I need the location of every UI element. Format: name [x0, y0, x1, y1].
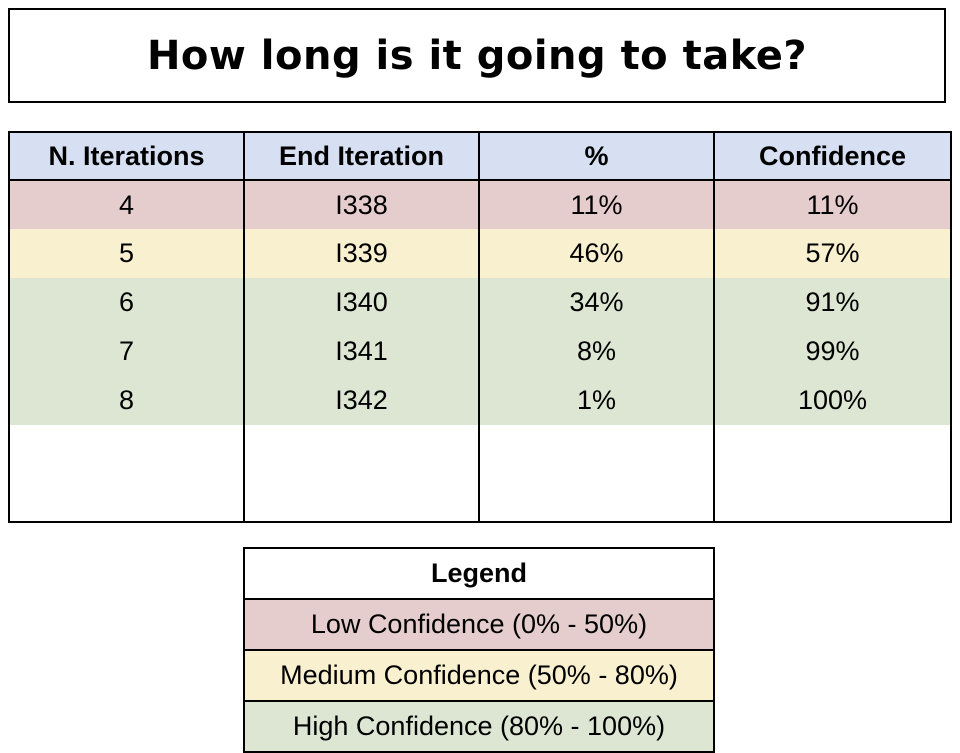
table-row: 4 I338 11% 11%: [8, 180, 952, 229]
cell-confidence: 100%: [713, 376, 952, 425]
empty-cell: [8, 425, 245, 522]
cell-confidence: 91%: [713, 278, 952, 327]
empty-cell: [243, 425, 480, 522]
cell-iterations: 4: [8, 180, 245, 229]
cell-end-iteration: I340: [243, 278, 480, 327]
cell-end-iteration: I341: [243, 327, 480, 376]
cell-end-iteration: I339: [243, 229, 480, 278]
cell-iterations: 5: [8, 229, 245, 278]
cell-confidence: 99%: [713, 327, 952, 376]
legend-item-low: Low Confidence (0% - 50%): [243, 598, 715, 651]
cell-confidence: 11%: [713, 180, 952, 229]
legend-item: Low Confidence (0% - 50%): [243, 598, 715, 651]
table-row: 6 I340 34% 91%: [8, 278, 952, 327]
cell-percent: 11%: [478, 180, 715, 229]
page-title: How long is it going to take?: [146, 32, 808, 79]
cell-percent: 46%: [478, 229, 715, 278]
cell-iterations: 7: [8, 327, 245, 376]
header-end-iteration: End Iteration: [243, 131, 480, 181]
cell-iterations: 6: [8, 278, 245, 327]
header-confidence: Confidence: [713, 131, 952, 181]
cell-confidence: 57%: [713, 229, 952, 278]
empty-cell: [478, 425, 715, 522]
legend-item: High Confidence (80% - 100%): [243, 700, 715, 753]
legend-header-row: Legend: [243, 547, 715, 600]
empty-cell: [713, 425, 952, 522]
header-percent: %: [478, 131, 715, 181]
cell-end-iteration: I338: [243, 180, 480, 229]
legend-item-medium: Medium Confidence (50% - 80%): [243, 649, 715, 702]
cell-iterations: 8: [8, 376, 245, 425]
table-row: 7 I341 8% 99%: [8, 327, 952, 376]
title-box: How long is it going to take?: [8, 8, 946, 103]
table-row: 5 I339 46% 57%: [8, 229, 952, 278]
cell-percent: 8%: [478, 327, 715, 376]
header-n-iterations: N. Iterations: [8, 131, 245, 181]
estimate-table: N. Iterations End Iteration % Confidence…: [8, 131, 952, 523]
legend-item: Medium Confidence (50% - 80%): [243, 649, 715, 702]
legend-item-high: High Confidence (80% - 100%): [243, 700, 715, 753]
table-row: 8 I342 1% 100%: [8, 376, 952, 425]
table-empty-row: [8, 425, 952, 522]
legend-title: Legend: [243, 547, 715, 600]
cell-percent: 34%: [478, 278, 715, 327]
cell-end-iteration: I342: [243, 376, 480, 425]
table-header-row: N. Iterations End Iteration % Confidence: [8, 131, 952, 181]
legend-table: Legend Low Confidence (0% - 50%) Medium …: [243, 547, 715, 753]
cell-percent: 1%: [478, 376, 715, 425]
